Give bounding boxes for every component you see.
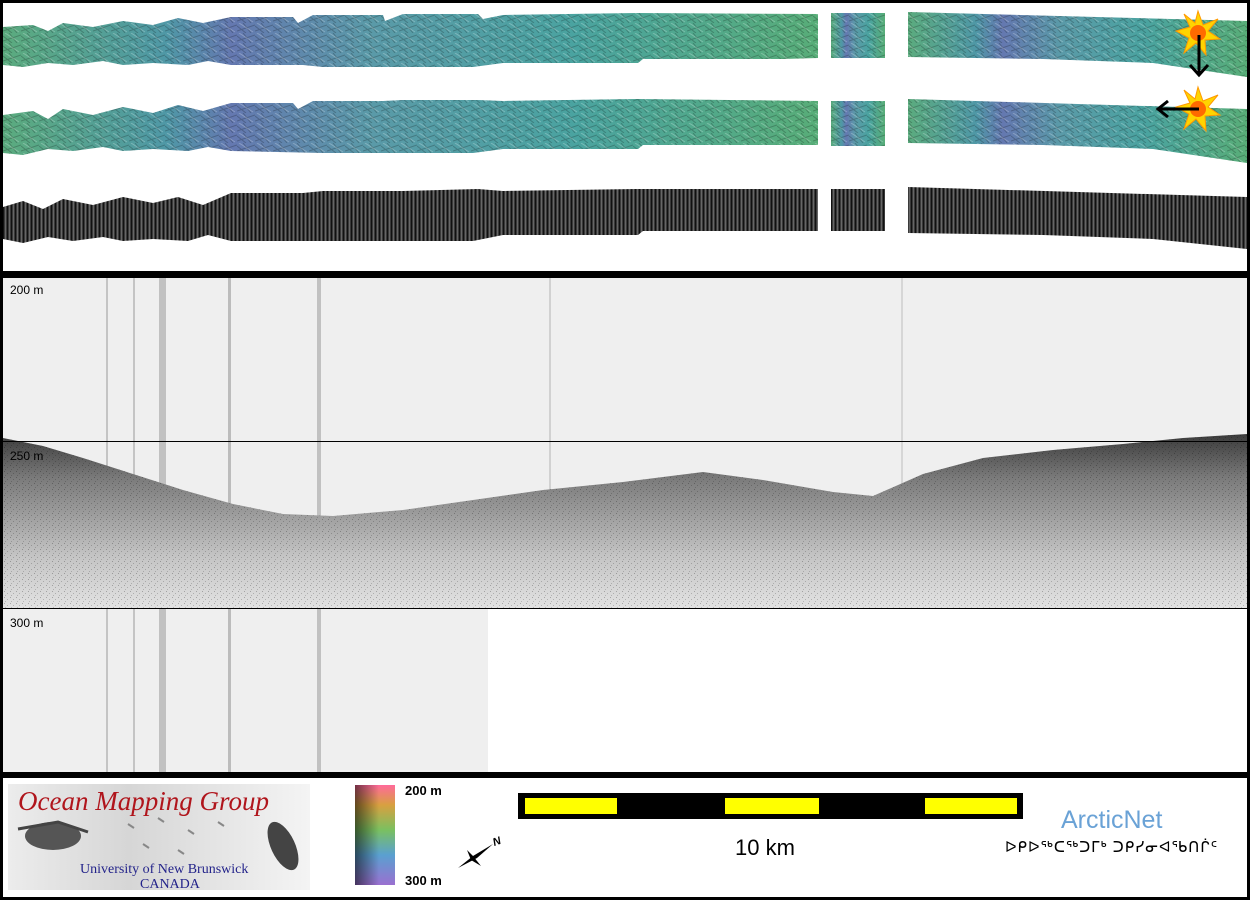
sun-icon xyxy=(1174,9,1222,57)
depth-colorbar xyxy=(355,785,395,885)
arrow-left-icon xyxy=(1155,99,1199,119)
depth-label-300: 300 m xyxy=(10,616,44,630)
subbottom-profile-panel: 200 m 250 m 300 m xyxy=(3,278,1247,772)
scale-bar-label: 10 km xyxy=(735,835,795,860)
no-data-area xyxy=(488,609,1247,772)
swath-panel xyxy=(3,3,1247,271)
legend-panel: Ocean Mapping Group University of New Br… xyxy=(3,778,1247,897)
arcticnet-syllabics: ᐅᑭᐅᖅᑕᖅᑐᒥᒃ ᑐᑭᓯᓂᐊᖃᑎᒌᑦ xyxy=(1005,839,1219,856)
profile-svg xyxy=(3,278,1247,772)
arcticnet-logo-text: ArcticNet xyxy=(1061,806,1163,834)
depth-gridline-250 xyxy=(3,441,1247,442)
north-arrow-icon: N xyxy=(453,835,503,878)
colorbar-bottom-label: 300 m xyxy=(405,873,442,888)
bathymetry-swath-2 xyxy=(3,99,1247,163)
depth-label-250: 250 m xyxy=(10,449,44,463)
colorbar-top-label: 200 m xyxy=(405,783,442,798)
omg-logo: Ocean Mapping Group University of New Br… xyxy=(8,784,310,892)
backscatter-swath xyxy=(3,187,1247,249)
scale-bar-segment xyxy=(525,798,617,814)
scale-bar-segment xyxy=(725,798,819,814)
scale-bar xyxy=(518,793,1023,819)
bathymetry-swath-1 xyxy=(3,12,1247,77)
omg-logo-art xyxy=(17,817,299,871)
depth-gridline-300 xyxy=(3,608,1247,609)
scale-bar-segment xyxy=(925,798,1017,814)
omg-university: University of New Brunswick xyxy=(80,862,249,877)
arrow-down-icon xyxy=(1188,35,1210,78)
depth-label-200: 200 m xyxy=(10,283,44,297)
omg-title: Ocean Mapping Group xyxy=(18,786,269,816)
swath-svg xyxy=(3,9,1247,249)
omg-country: CANADA xyxy=(140,877,200,892)
